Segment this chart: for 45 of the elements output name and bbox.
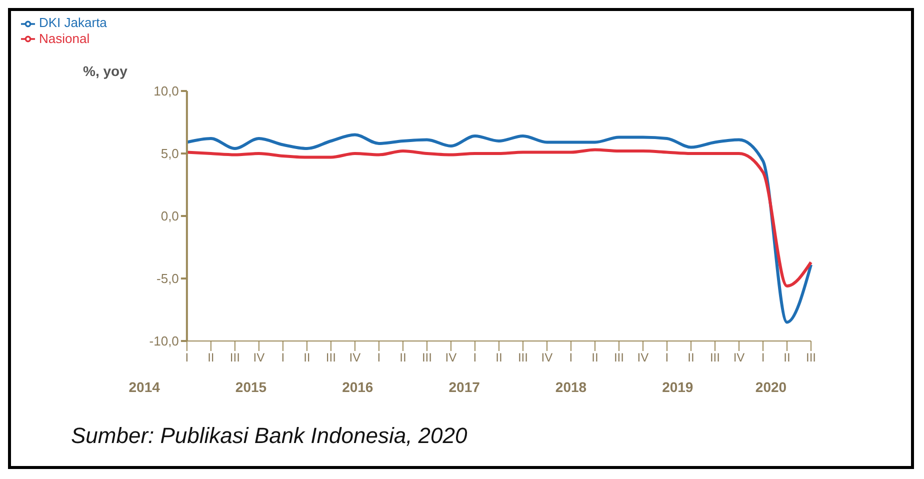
x-tick-label: IV [445, 350, 457, 365]
x-tick-label: IV [253, 350, 265, 365]
text: 2019 [661, 379, 694, 395]
x-tick-label: III [230, 350, 240, 365]
x-tick-label: III [518, 350, 528, 365]
text: 2020 [754, 379, 788, 395]
text: Sumber: Publikasi Bank Indonesia, 2020 [71, 423, 468, 449]
x-tick-label: II [688, 350, 694, 365]
x-tick-label: II [304, 350, 310, 365]
y-axis-title: %, yoy [83, 63, 128, 79]
x-tick-label: I [377, 350, 381, 365]
x-tick-label: II [208, 350, 214, 365]
text: 2017 [448, 379, 481, 395]
y-tick-label: -10,0 [149, 334, 179, 349]
legend-label: DKI Jakarta [39, 15, 107, 30]
text: 2014 [128, 379, 161, 395]
text: 2016 [341, 379, 374, 395]
x-tick-label: III [326, 350, 336, 365]
legend-label: Nasional [39, 30, 90, 46]
y-tick-label: -5,0 [156, 271, 179, 286]
x-tick-label: II [592, 350, 598, 365]
y-tick-label: 0,0 [160, 208, 179, 224]
x-tick-label: IV [733, 350, 745, 365]
y-tick-label: 5,0 [160, 146, 179, 162]
x-tick-label: I [185, 350, 189, 365]
x-tick-label: II [400, 350, 406, 365]
text: 2015 [234, 379, 268, 395]
line-series [185, 148, 812, 288]
x-tick-label: III [422, 350, 432, 365]
x-tick-label: I [473, 350, 477, 365]
x-tick-label: IV [541, 350, 553, 365]
text: 2018 [554, 379, 588, 395]
x-tick-label: IV [637, 350, 649, 365]
x-tick-label: I [665, 350, 669, 365]
x-tick-label: I [761, 350, 765, 365]
x-tick-label: I [281, 350, 285, 365]
x-tick-label: III [806, 350, 816, 365]
x-tick-label: IV [349, 350, 361, 365]
x-tick-label: I [569, 350, 573, 365]
x-tick-label: III [710, 350, 720, 365]
x-tick-label: II [784, 350, 790, 365]
line-series [185, 133, 812, 324]
x-tick-label: II [496, 350, 502, 365]
y-tick-label: 10,0 [154, 84, 179, 99]
x-tick-label: III [614, 350, 624, 365]
